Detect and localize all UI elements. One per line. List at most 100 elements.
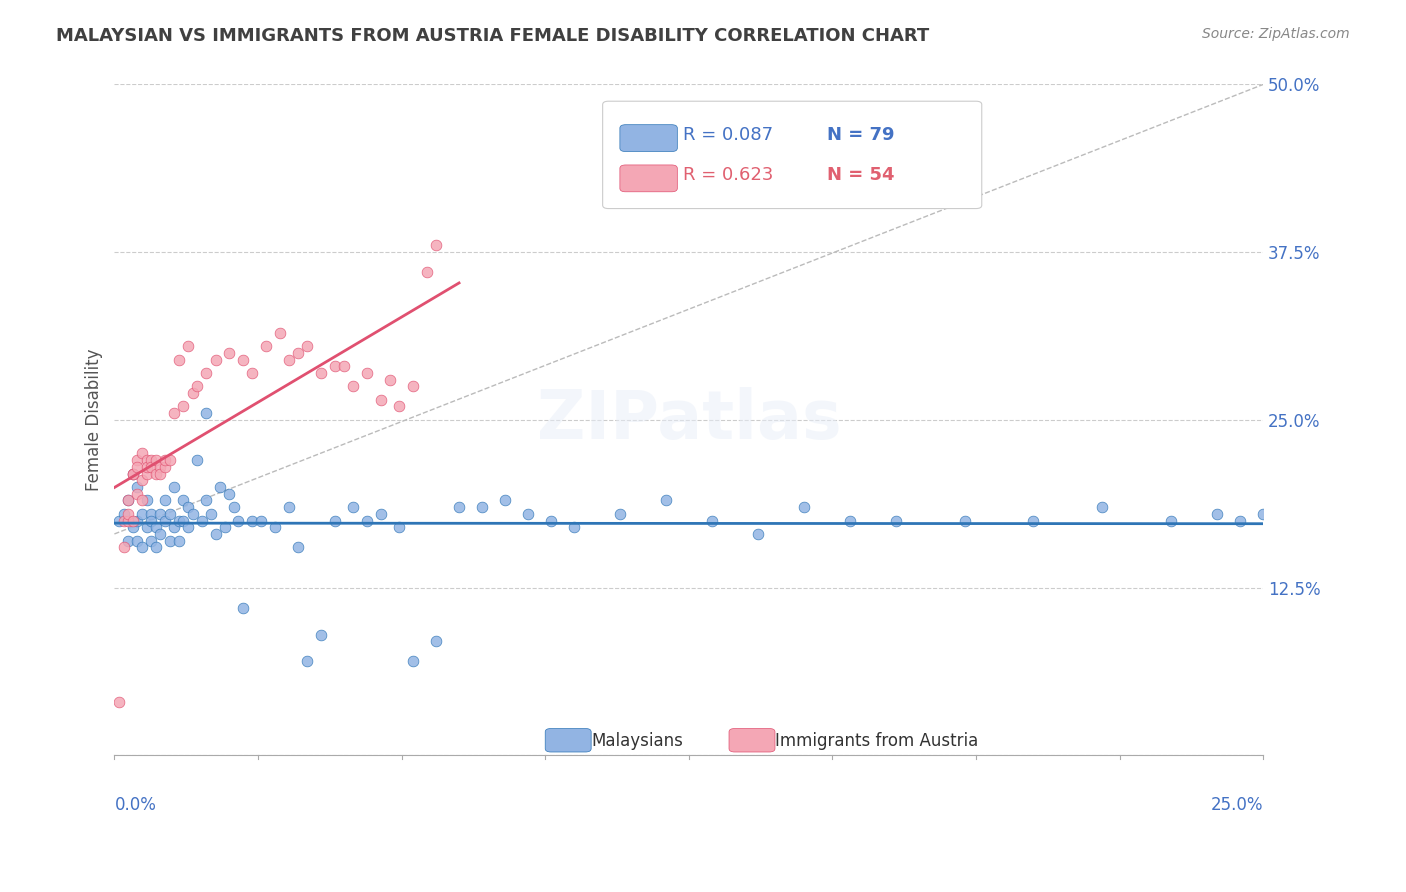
Point [1229,514,1251,528]
Point [121,514,143,528]
Point [309,366,332,380]
Point [135,453,157,467]
Point [149,467,172,481]
Point [131,446,153,460]
Point [121,520,143,534]
FancyBboxPatch shape [620,125,678,152]
Y-axis label: Female Disability: Female Disability [86,349,103,491]
Point [112,514,135,528]
Point [1206,507,1229,521]
Point [181,507,204,521]
Point [1022,514,1045,528]
Point [149,527,172,541]
Point [232,600,254,615]
Point [172,493,194,508]
Text: N = 54: N = 54 [827,166,894,184]
Point [135,467,157,481]
Point [177,500,200,515]
Point [232,352,254,367]
Point [214,520,236,534]
Point [287,346,309,360]
Point [117,493,139,508]
FancyBboxPatch shape [730,729,775,752]
FancyBboxPatch shape [620,165,678,192]
Point [240,514,263,528]
Point [250,514,273,528]
Point [209,480,232,494]
Point [127,480,149,494]
Point [108,514,131,528]
Point [141,514,163,528]
Point [167,533,190,548]
Point [447,500,470,515]
Point [117,493,139,508]
Point [153,453,176,467]
Point [402,655,425,669]
Point [204,527,226,541]
Point [167,352,190,367]
Point [153,514,176,528]
Point [884,514,907,528]
Point [323,514,346,528]
Point [218,486,240,500]
Text: Malaysians: Malaysians [591,731,683,749]
Point [342,500,364,515]
Point [127,453,149,467]
Point [297,655,319,669]
Point [388,520,411,534]
Point [181,386,204,401]
Point [177,339,200,353]
Point [117,507,139,521]
Text: ZIPatlas: ZIPatlas [537,387,841,453]
Point [163,520,186,534]
Text: 25.0%: 25.0% [1211,796,1263,814]
Point [141,533,163,548]
Point [145,453,167,467]
Point [195,493,218,508]
Point [121,467,143,481]
Point [153,493,176,508]
Point [254,339,277,353]
Point [287,541,309,555]
Point [112,507,135,521]
Point [195,366,218,380]
Point [200,507,222,521]
Point [172,514,194,528]
Point [117,514,139,528]
Point [494,493,516,508]
Point [309,627,332,641]
Point [159,533,181,548]
Point [177,520,200,534]
FancyBboxPatch shape [603,101,981,209]
Point [370,507,392,521]
Text: MALAYSIAN VS IMMIGRANTS FROM AUSTRIA FEMALE DISABILITY CORRELATION CHART: MALAYSIAN VS IMMIGRANTS FROM AUSTRIA FEM… [56,27,929,45]
Point [388,400,411,414]
Point [204,352,226,367]
Point [135,459,157,474]
Point [131,541,153,555]
Point [402,379,425,393]
Point [112,541,135,555]
Point [342,379,364,393]
Point [149,507,172,521]
Point [953,514,976,528]
Point [793,500,815,515]
Point [135,520,157,534]
Point [323,359,346,374]
Point [127,514,149,528]
Point [838,514,860,528]
Point [655,493,678,508]
Point [190,514,212,528]
Point [159,453,181,467]
Point [131,473,153,487]
Point [141,459,163,474]
Point [240,366,263,380]
Point [278,500,301,515]
Point [141,453,163,467]
Point [135,493,157,508]
Text: R = 0.087: R = 0.087 [683,126,773,144]
Point [108,695,131,709]
FancyBboxPatch shape [546,729,591,752]
Point [127,459,149,474]
Point [540,514,562,528]
